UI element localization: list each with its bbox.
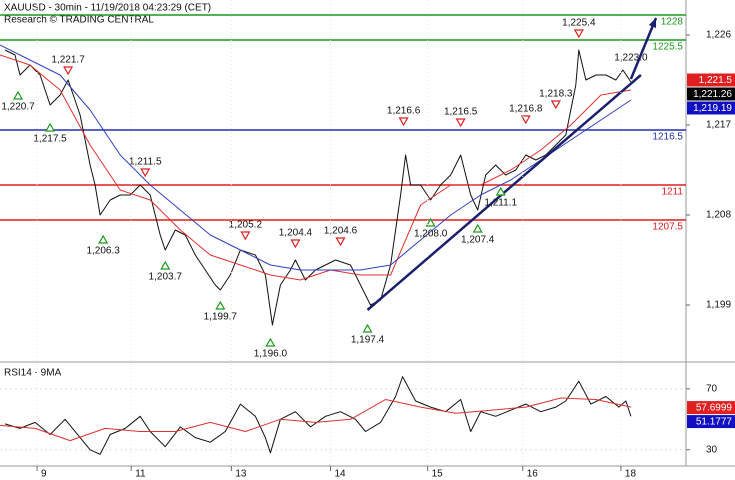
level-label: 1211: [661, 187, 683, 198]
series-line: [629, 17, 658, 80]
annotation-label: 1,207.4: [461, 235, 495, 246]
annotation-label: 1,221.7: [51, 55, 85, 66]
high-marker: [63, 66, 74, 76]
annotation-label: 1,206.3: [86, 246, 120, 257]
annotation-label: 1,218.3: [539, 89, 573, 100]
low-marker: [265, 337, 276, 347]
level-label: 1207.5: [652, 222, 683, 233]
price-tag: [687, 73, 735, 87]
low-marker: [472, 223, 483, 233]
high-marker: [550, 100, 561, 110]
high-marker: [573, 29, 584, 39]
price-tag: [687, 401, 735, 415]
price-tag-label: 1,219.19: [693, 103, 732, 114]
price-tag: [687, 415, 735, 429]
series-line: [0, 44, 632, 271]
y-tick-label: 1,217: [706, 120, 731, 131]
low-marker: [98, 234, 109, 244]
y-tick-label: 1,208: [706, 210, 731, 221]
level-label-bg: [648, 16, 685, 27]
x-tick-label: 13: [235, 469, 247, 480]
high-marker: [520, 115, 531, 125]
low-marker: [160, 260, 171, 270]
level-label-bg: [648, 131, 685, 142]
x-tick-label: 14: [334, 469, 346, 480]
chart-subtitle: Research © TRADING CENTRAL: [4, 15, 154, 26]
y-tick-label: 70: [706, 383, 718, 394]
annotation-label: 1,217.5: [33, 134, 67, 145]
x-tick-label: 15: [432, 469, 444, 480]
high-marker: [240, 231, 251, 241]
price-tag-label: 1,221.26: [693, 89, 732, 100]
arrow-head: [648, 18, 657, 28]
low-marker: [425, 217, 436, 227]
low-marker: [495, 186, 506, 196]
annotation-label: 1,199.7: [204, 312, 238, 323]
chart-title: XAUUSD - 30min - 11/19/2018 04:23:29 (CE…: [4, 3, 211, 14]
x-tick-label: 18: [625, 469, 637, 480]
level-label: 1216.5: [652, 132, 683, 143]
annotation-label: 1,211.5: [129, 157, 162, 168]
low-marker: [362, 323, 373, 333]
level-label-bg: [648, 221, 685, 232]
level-label-bg: [648, 186, 685, 197]
series-line: [0, 54, 631, 281]
annotation-label: 1,208.0: [414, 229, 448, 240]
series-line: [4, 376, 632, 455]
annotation-label: 1,204.6: [324, 226, 358, 237]
annotation-label: 1,220.7: [1, 102, 35, 113]
x-tick-label: 9: [41, 469, 47, 480]
price-tag: [687, 87, 735, 101]
series-line: [0, 397, 632, 442]
price-tag-label: 1,221.5: [699, 75, 733, 86]
level-label: 1228: [661, 17, 684, 28]
high-marker: [398, 117, 409, 127]
rsi-title: RSI14 - 9MA: [4, 368, 62, 379]
annotation-label: 1,197.4: [351, 335, 385, 346]
annotation-label: 1,203.7: [149, 272, 183, 283]
high-marker: [290, 239, 301, 249]
annotation-label: 1,216.6: [387, 106, 421, 117]
y-tick-label: 1,199: [706, 300, 731, 311]
x-tick-label: 16: [527, 469, 539, 480]
y-tick-label: 30: [706, 444, 718, 455]
level-label-bg: [648, 41, 685, 52]
annotation-label: 1,205.2: [229, 220, 263, 231]
y-tick-label: 1,226: [706, 30, 731, 41]
low-marker: [215, 300, 226, 310]
price-tag-label: 51.1777: [696, 417, 733, 428]
x-tick-label: 11: [135, 469, 146, 480]
annotation-label: 1,225.4: [562, 18, 596, 29]
high-marker: [455, 118, 466, 128]
low-marker: [45, 122, 56, 132]
level-label: 1225.5: [652, 42, 683, 53]
low-marker: [12, 90, 24, 100]
annotation-label: 1,211.1: [484, 198, 517, 209]
price-tag: [687, 101, 735, 115]
annotation-label: 1,223.0: [614, 53, 648, 64]
annotation-label: 1,216.8: [509, 104, 543, 115]
price-tag-label: 57.6999: [696, 403, 733, 414]
annotation-label: 1,216.5: [444, 107, 478, 118]
high-marker: [140, 168, 151, 178]
high-marker: [335, 237, 346, 247]
annotation-label: 1,196.0: [254, 349, 288, 360]
series-line: [366, 74, 642, 311]
annotation-label: 1,204.4: [279, 228, 313, 239]
